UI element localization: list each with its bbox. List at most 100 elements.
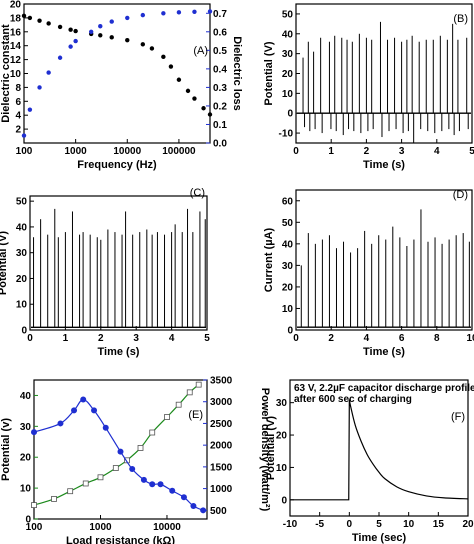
x-tick-label: 10 — [466, 333, 474, 344]
power-density-point — [140, 476, 147, 483]
y-axis-label: Potential (V) — [0, 231, 9, 296]
plot-frame — [29, 195, 208, 331]
dielectric-loss-point — [192, 9, 197, 14]
y-tick-label: 18 — [10, 13, 22, 24]
y-axis-label: Potential (V) — [265, 416, 277, 481]
x-axis-label: Frequency (Hz) — [77, 159, 157, 171]
plot-frame — [33, 379, 208, 520]
potential-point — [112, 465, 119, 471]
y-tick-label: 6 — [15, 97, 21, 108]
power-density-point — [169, 487, 176, 494]
dielectric-constant-point — [98, 33, 103, 38]
x-tick-label: -5 — [315, 519, 324, 530]
panel-label: (C) — [190, 187, 205, 199]
x-tick-label: 20 — [462, 519, 474, 530]
x-tick-label: 2 — [328, 333, 334, 344]
dielectric-constant-point — [201, 106, 206, 111]
y-tick-label: 0.6 — [213, 27, 227, 38]
y-tick-label: 16 — [10, 27, 22, 38]
dielectric-loss-point — [68, 44, 73, 49]
y-tick-label: 0 — [287, 326, 293, 337]
dielectric-constant-point — [125, 37, 130, 43]
panel-e: 100 1000 10000 0 10 20 30 40 500 1000 1500 2000 2500… — [0, 376, 271, 544]
dielectric-constant-point — [27, 15, 33, 21]
dielectric-loss-point — [207, 9, 213, 14]
y-tick-label: 0.7 — [213, 9, 227, 20]
y-tick-label: 500 — [210, 506, 227, 517]
power-density-curve — [33, 398, 204, 511]
y-tick-label: 8 — [15, 83, 21, 94]
x-tick-label: 1 — [328, 146, 334, 157]
x-tick-label: 2 — [364, 146, 370, 157]
annotation-line-1: 63 V, 2.2µF capacitor discharge profile — [294, 383, 474, 394]
dielectric-constant-point — [109, 35, 114, 40]
y-tick-label: 40 — [282, 29, 294, 40]
y-tick-label: 0.4 — [213, 64, 227, 75]
panel-f: -10 -5 0 5 10 15 20 0 10 20 30 Time (sec) Potential … — [265, 379, 474, 544]
potential-point — [31, 502, 37, 509]
dielectric-constant-point — [21, 13, 27, 19]
y-axis-label: Potential (v) — [0, 418, 12, 481]
x-tick-label: 5 — [204, 333, 210, 344]
y2-axis-label: Power density (watt/m²) — [259, 388, 271, 512]
potential-point — [137, 445, 144, 451]
x-tick-label: 4 — [434, 146, 440, 157]
dielectric-constant-point — [176, 77, 182, 82]
y-tick-label: 3000 — [210, 397, 233, 408]
dielectric-loss-point — [21, 133, 27, 138]
y-tick-label: 10 — [10, 69, 22, 80]
y-tick-label: 20 — [282, 282, 294, 293]
potential-point — [149, 429, 156, 436]
y-tick-label: 10 — [282, 89, 294, 100]
power-density-point — [57, 420, 64, 427]
power-density-point — [80, 396, 87, 403]
y-tick-label: 30 — [16, 248, 28, 259]
y-tick-label: 10 — [282, 304, 294, 315]
x-axis-label: Time (sec) — [352, 532, 407, 544]
power-density-point — [91, 407, 98, 414]
y-tick-label: 2000 — [210, 441, 233, 452]
power-density-point — [71, 407, 78, 414]
dielectric-constant-point — [37, 18, 42, 23]
dielectric-constant-point — [57, 24, 63, 30]
y-tick-label: 3500 — [210, 376, 233, 387]
dielectric-constant-point — [168, 64, 174, 69]
x-tick-label: 1000 — [65, 146, 88, 157]
x-tick-label: 1000 — [89, 522, 112, 533]
y-tick-label: 50 — [16, 197, 28, 208]
power-density-point — [157, 481, 164, 488]
potential-point — [186, 389, 193, 396]
y-tick-label: 40 — [16, 222, 28, 233]
power-density-point — [190, 502, 197, 509]
dielectric-loss-point — [73, 38, 78, 44]
y-tick-label: 0.0 — [213, 139, 227, 150]
panel-b: 0 1 2 3 4 5 -10 0 10 20 30 40 50 Time (s) Potential (V… — [263, 3, 474, 171]
x-tick-label: 1 — [63, 333, 69, 344]
power-density-point — [129, 466, 136, 473]
power-density-point — [102, 424, 109, 431]
y-tick-label: 50 — [282, 218, 294, 229]
y-tick-label: 30 — [276, 398, 288, 409]
y-tick-label: 0.2 — [213, 101, 227, 112]
y-tick-label: 20 — [276, 431, 288, 442]
x-tick-label: 3 — [399, 146, 405, 157]
y-tick-label: 0.5 — [213, 46, 227, 57]
dielectric-constant-point — [161, 54, 166, 60]
y-tick-label: 0 — [281, 495, 287, 506]
panel-label: (A) — [193, 45, 208, 57]
dielectric-loss-point — [98, 24, 103, 29]
panel-a: 100 1000 10000 100000 2 4 6 8 10 12 14 16 18 20 0.0 0.1… — [0, 0, 243, 171]
x-tick-label: 100 — [26, 522, 43, 533]
x-axis-label: Time (s) — [363, 346, 405, 358]
y-tick-label: 2 — [15, 125, 21, 136]
y-tick-label: 4 — [15, 111, 21, 122]
y-tick-label: 0 — [25, 515, 31, 526]
x-tick-label: 8 — [434, 333, 440, 344]
x-tick-label: 5 — [376, 519, 382, 530]
potential-point — [164, 414, 170, 420]
x-tick-label: 5 — [469, 146, 474, 157]
panel-label: (B) — [453, 13, 468, 25]
x-tick-label: 6 — [399, 333, 405, 344]
annotation-line-2: after 600 sec of charging — [294, 394, 412, 405]
